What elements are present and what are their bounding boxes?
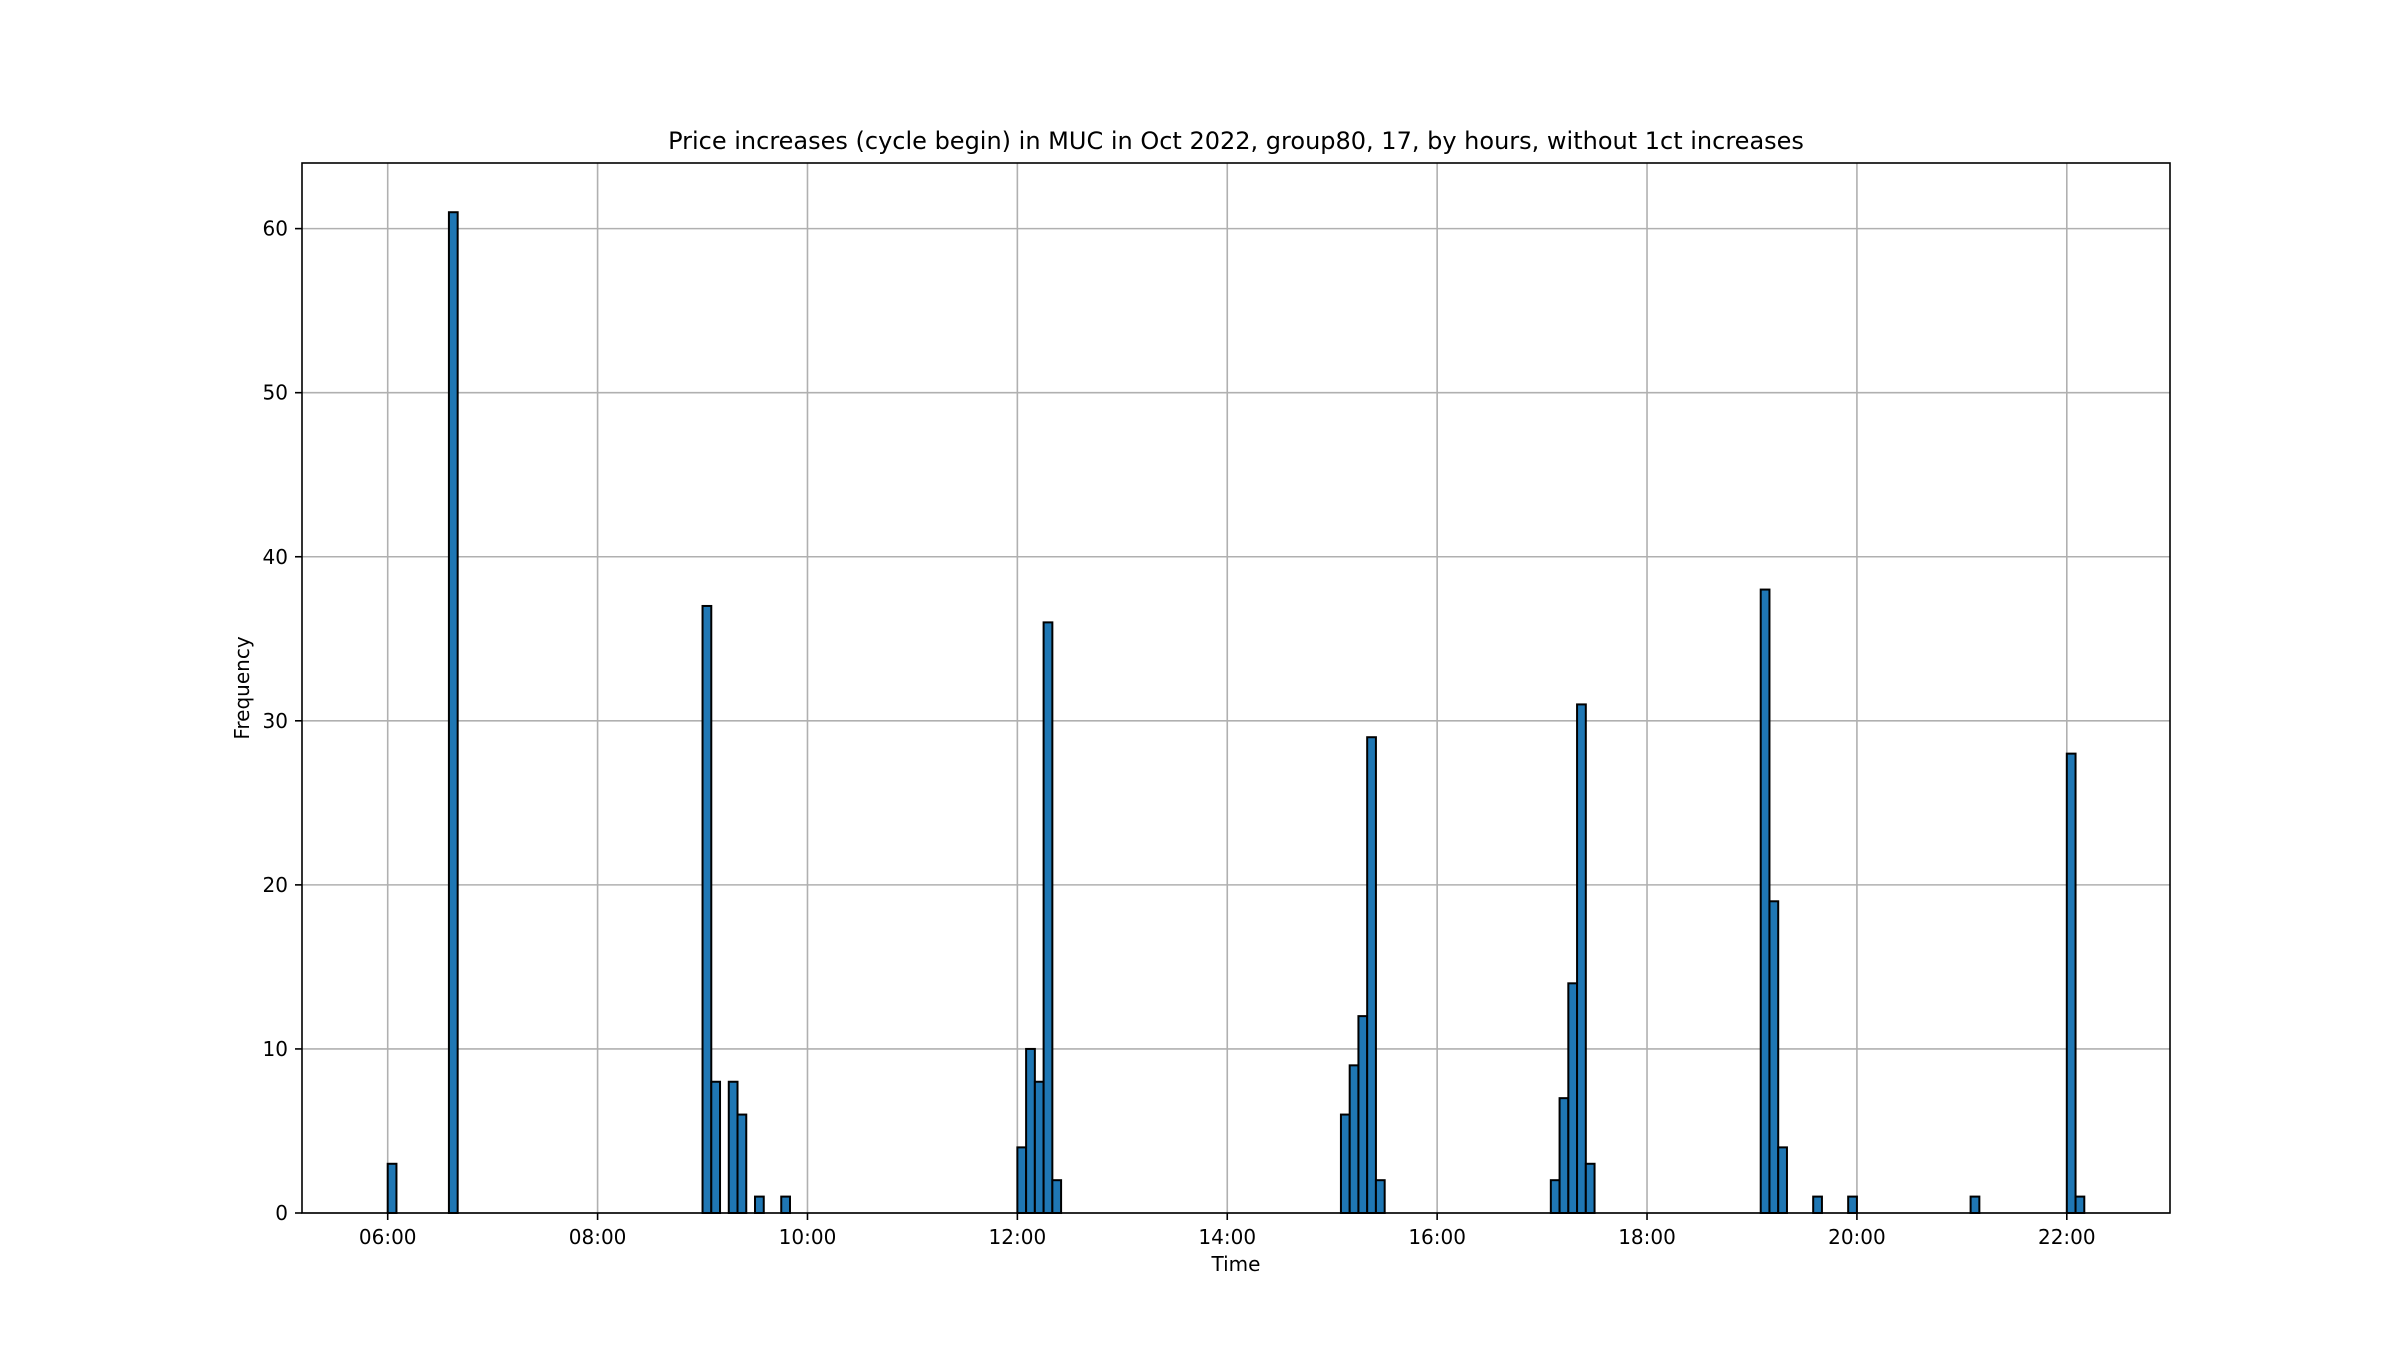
y-tick-label: 60 bbox=[263, 217, 288, 241]
x-tick-label: 06:00 bbox=[359, 1225, 417, 1249]
x-tick-label: 08:00 bbox=[569, 1225, 627, 1249]
histogram-bar bbox=[1812, 1195, 1823, 1214]
histogram-bar bbox=[1042, 621, 1054, 1214]
histogram-bar bbox=[1777, 1146, 1788, 1214]
histogram-bar bbox=[1339, 1113, 1351, 1214]
y-axis-label: Frequency bbox=[230, 636, 254, 739]
histogram-bar bbox=[701, 604, 713, 1214]
histogram-bar bbox=[1576, 703, 1587, 1214]
x-tick-label: 16:00 bbox=[1408, 1225, 1466, 1249]
histogram-bar bbox=[1768, 900, 1780, 1214]
histogram-bar bbox=[736, 1113, 748, 1214]
histogram-bar bbox=[1366, 736, 1377, 1214]
histogram-bar bbox=[1348, 1064, 1360, 1214]
histogram-bar bbox=[386, 1162, 398, 1214]
histogram-bar bbox=[1759, 588, 1771, 1214]
grid-lines bbox=[302, 163, 2170, 1214]
y-tick-label: 50 bbox=[263, 381, 288, 405]
histogram-bar bbox=[1567, 982, 1579, 1214]
x-tick-label: 10:00 bbox=[779, 1225, 837, 1249]
histogram-bar bbox=[2074, 1195, 2086, 1214]
histogram-bar bbox=[1025, 1047, 1036, 1214]
y-tick-label: 30 bbox=[263, 709, 288, 733]
histogram-bar bbox=[1969, 1195, 1981, 1214]
y-tick-label: 20 bbox=[263, 873, 288, 897]
histogram-bar bbox=[727, 1080, 739, 1214]
chart-title: Price increases (cycle begin) in MUC in … bbox=[668, 127, 1804, 155]
axis-ticks: 06:00 08:00 10:00 12:00 14:00 16:00 18:00 20:00… bbox=[263, 217, 2096, 1249]
x-tick-label: 22:00 bbox=[2038, 1225, 2096, 1249]
histogram-bar bbox=[1847, 1195, 1858, 1214]
histogram-bar bbox=[710, 1080, 722, 1214]
histogram-bar bbox=[1016, 1146, 1028, 1214]
histogram-bar bbox=[780, 1195, 791, 1214]
x-tick-label: 20:00 bbox=[1828, 1225, 1886, 1249]
histogram-bar bbox=[1357, 1015, 1369, 1214]
x-axis-label: Time bbox=[1211, 1252, 1261, 1276]
y-tick-label: 40 bbox=[263, 545, 288, 569]
histogram-bar bbox=[1584, 1162, 1596, 1214]
y-tick-label: 10 bbox=[263, 1037, 288, 1061]
histogram-bar bbox=[1033, 1080, 1045, 1214]
histogram-bar bbox=[1374, 1179, 1386, 1214]
histogram-bar bbox=[1549, 1179, 1561, 1214]
histogram-bar bbox=[754, 1195, 765, 1214]
histogram-bar bbox=[2065, 752, 2077, 1214]
x-tick-label: 18:00 bbox=[1618, 1225, 1676, 1249]
x-tick-label: 14:00 bbox=[1198, 1225, 1256, 1249]
histogram-bar bbox=[447, 211, 459, 1214]
plot-frame bbox=[301, 162, 2171, 1214]
y-tick-label: 0 bbox=[275, 1201, 288, 1225]
bars bbox=[386, 211, 2086, 1214]
histogram-bar bbox=[1051, 1179, 1063, 1214]
histogram-bar bbox=[1558, 1097, 1570, 1214]
x-tick-label: 12:00 bbox=[989, 1225, 1047, 1249]
